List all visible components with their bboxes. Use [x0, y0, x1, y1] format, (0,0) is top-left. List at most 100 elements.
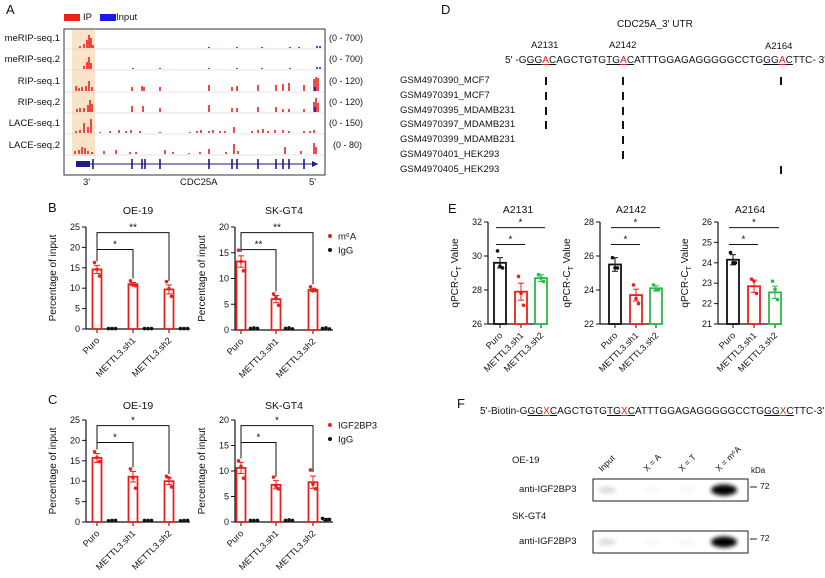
ip-signal-peak [83, 108, 85, 112]
ip-signal-peak [91, 104, 93, 112]
y-tick-label: 24 [702, 258, 712, 268]
data-point [252, 326, 256, 330]
ip-signal-peak [233, 127, 235, 133]
sequence-segment: GG [763, 55, 779, 66]
data-point [276, 303, 281, 308]
data-point [128, 279, 133, 283]
chart-title: A2131 [503, 204, 534, 216]
input-signal-peak [314, 107, 316, 112]
ip-signal-peak [76, 109, 78, 112]
ip-signal-peak [90, 119, 92, 133]
ip-signal-peak [231, 108, 233, 112]
bar [91, 268, 103, 330]
ip-signal-peak [87, 105, 89, 112]
blot-band [643, 487, 661, 493]
bar [235, 467, 247, 523]
ip-signal-peak [159, 87, 161, 91]
blot-cell-line: SK-GT4 [512, 511, 547, 522]
data-point [236, 459, 241, 463]
modified-site: X [620, 406, 628, 417]
data-point [308, 284, 313, 289]
ip-signal-peak [300, 151, 302, 154]
data-point [313, 288, 318, 293]
data-point [521, 303, 526, 308]
y-tick-label: 25 [70, 222, 80, 232]
y-tick-label: 10 [70, 476, 80, 486]
data-point [731, 261, 735, 265]
data-point [287, 518, 291, 522]
y-tick-label: 25 [702, 237, 712, 247]
significance-bracket [96, 441, 134, 468]
y-axis-label-subscript: T [686, 265, 693, 270]
panel-label-a: A [6, 2, 15, 17]
gene-name: CDC25A [180, 177, 218, 188]
y-tick-label: 5 [224, 299, 229, 309]
data-point [519, 291, 523, 296]
panel-label-d: D [441, 2, 451, 17]
sample-label: GSM4970405_HEK293 [400, 163, 500, 175]
modified-site: A [620, 55, 627, 66]
site-detected-mark [622, 136, 624, 145]
ip-signal-peak [141, 86, 143, 91]
gene-end-5prime: 5' [309, 177, 317, 188]
marker-72: 72 [760, 533, 770, 543]
ip-signal-peak [257, 85, 259, 91]
data-point [287, 326, 291, 330]
sequence-segment: GG [764, 406, 780, 417]
data-point [142, 518, 147, 523]
input-signal-peak [319, 46, 321, 48]
ip-signal-peak [86, 62, 88, 69]
data-point [290, 327, 295, 331]
blot-antibody: anti-IGF2BP3 [519, 484, 577, 495]
track-range: (0 - 120) [329, 97, 364, 107]
sequence-segment: C [626, 55, 635, 66]
ip-signal-peak [288, 109, 290, 112]
data-point [320, 326, 325, 331]
gene-end-3prime: 3' [83, 177, 91, 188]
y-axis-label: qPCR-CT Value [680, 238, 693, 308]
legend-ip-label: IP [83, 12, 92, 23]
data-point [274, 484, 278, 489]
utr-sequence: 5' -GGGACAGCTGTGTGACATTTGGAGAGGGGGCCTGGG… [505, 55, 825, 66]
x-tick-label: Puro [81, 335, 102, 356]
data-point [749, 277, 754, 281]
ip-signal-peak [84, 148, 86, 154]
data-point [182, 518, 186, 523]
ip-signal-peak [196, 131, 198, 133]
significance-label: * [113, 432, 117, 443]
ip-signal-peak [219, 131, 221, 133]
ip-signal-peak [208, 105, 210, 112]
data-point [752, 279, 756, 283]
ip-signal-peak [282, 130, 284, 133]
y-axis-label-main: qPCR-C [562, 270, 573, 307]
ip-signal-peak [75, 86, 77, 91]
bar [534, 277, 548, 325]
y-axis-label: qPCR-CT Value [450, 238, 463, 308]
ip-signal-peak [83, 123, 85, 133]
data-point [178, 518, 183, 523]
data-point [92, 260, 97, 265]
sample-label: GSM4970395_MDAMB231 [400, 104, 516, 116]
ip-signal-peak [86, 40, 88, 48]
legend-input-swatch [100, 14, 116, 21]
y-axis-label: Percentage of input [48, 234, 59, 321]
data-point [248, 518, 253, 523]
y-tick-label: 20 [219, 415, 229, 425]
track-range: (0 - 80) [333, 140, 363, 150]
y-tick-label: 28 [472, 285, 482, 295]
panel-label-c: C [48, 392, 58, 407]
significance-label: * [257, 432, 261, 443]
data-point [770, 279, 775, 283]
ip-signal-peak [237, 151, 239, 154]
track-label: LACE-seq.2 [8, 140, 60, 151]
sequence-segment: GG [527, 406, 544, 417]
ip-signal-peak [87, 151, 89, 154]
y-tick-label: 15 [219, 441, 229, 451]
sequence-segment: C [549, 406, 558, 417]
significance-label: * [509, 234, 513, 245]
gene-exon [92, 159, 94, 169]
ip-signal-peak [90, 38, 92, 48]
site-detected-mark [545, 77, 547, 85]
gene-exon [275, 159, 277, 169]
site-detected-mark [622, 106, 624, 115]
